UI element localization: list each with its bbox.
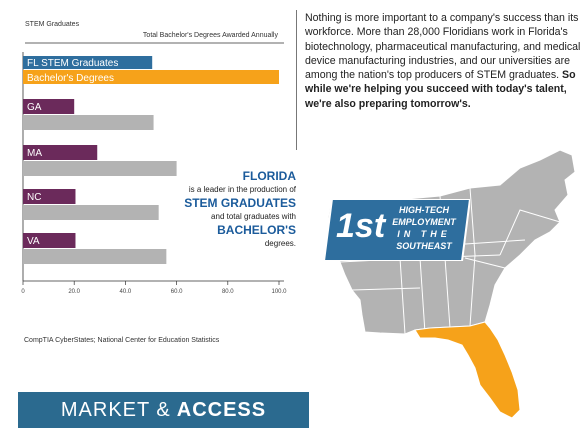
footnote-text: CompTIA CyberStates; National Center for… [24,337,220,344]
callout-line-2: is a leader in the production of [188,185,296,194]
callout-florida: FLORIDA [242,169,296,183]
bar-ma-bachelor [23,161,177,176]
bar-label-fl-bachelor: Bachelor's Degrees [27,73,114,84]
intro-paragraph: Nothing is more important to a company's… [305,11,585,111]
badge-line-4: SOUTHEAST [396,241,453,251]
badge-background [324,199,470,261]
bar-va-stem [23,233,76,248]
bar-fl-stem [23,56,153,69]
bar-label-va: VA [27,236,40,247]
callout-bachelors: BACHELOR'S [217,223,296,237]
badge-line-3: IN THE [397,229,451,239]
bar-ga-bachelor [23,115,154,130]
badge-line-2: EMPLOYMENT [392,217,457,227]
banner-part-2: ACCESS [176,398,267,421]
x-tick-label: 40.0 [120,289,132,295]
badge-rank: 1st [336,207,387,245]
bar-ma-stem [23,145,98,160]
bar-label-nc: NC [27,192,41,203]
map-florida [414,321,521,419]
high-tech-badge: 1st HIGH-TECH EMPLOYMENT IN THE SOUTHEAS… [324,199,470,261]
bar-label-ma: MA [27,148,42,159]
callout-line-4: and total graduates with [211,212,296,221]
bar-nc-bachelor [23,205,159,220]
banner-part-1: MARKET & [60,398,171,421]
intro-bold-text: So while we're helping you succeed with … [305,69,576,110]
x-tick-label: 100.0 [271,289,287,295]
chart-header-left: STEM Graduates [25,21,80,28]
x-tick-label: 80.0 [222,289,234,295]
column-divider [296,10,297,150]
southeast-map [327,149,576,419]
market-access-banner: MARKET & ACCESS [18,392,309,428]
x-tick-label: 0 [21,289,25,295]
callout-line-6: degrees. [264,239,296,248]
bar-ga-stem [23,99,75,114]
footnote: CompTIA CyberStates; National Center for… [24,337,219,344]
chart-header-right: Total Bachelor's Degrees Awarded Annuall… [143,32,279,39]
bar-label-fl-stem: FL STEM Graduates [27,58,118,69]
x-tick-label: 60.0 [171,289,183,295]
bar-va-bachelor [23,249,167,264]
badge-line-1: HIGH-TECH [399,205,449,215]
florida-callout: FLORIDA is a leader in the production of… [150,169,296,250]
bar-fl-bachelor [23,70,279,84]
bar-nc-stem [23,189,76,204]
bar-label-ga: GA [27,102,42,113]
x-tick-label: 20.0 [68,289,80,295]
intro-text: Nothing is more important to a company's… [305,12,581,82]
callout-stem: STEM GRADUATES [184,196,296,210]
